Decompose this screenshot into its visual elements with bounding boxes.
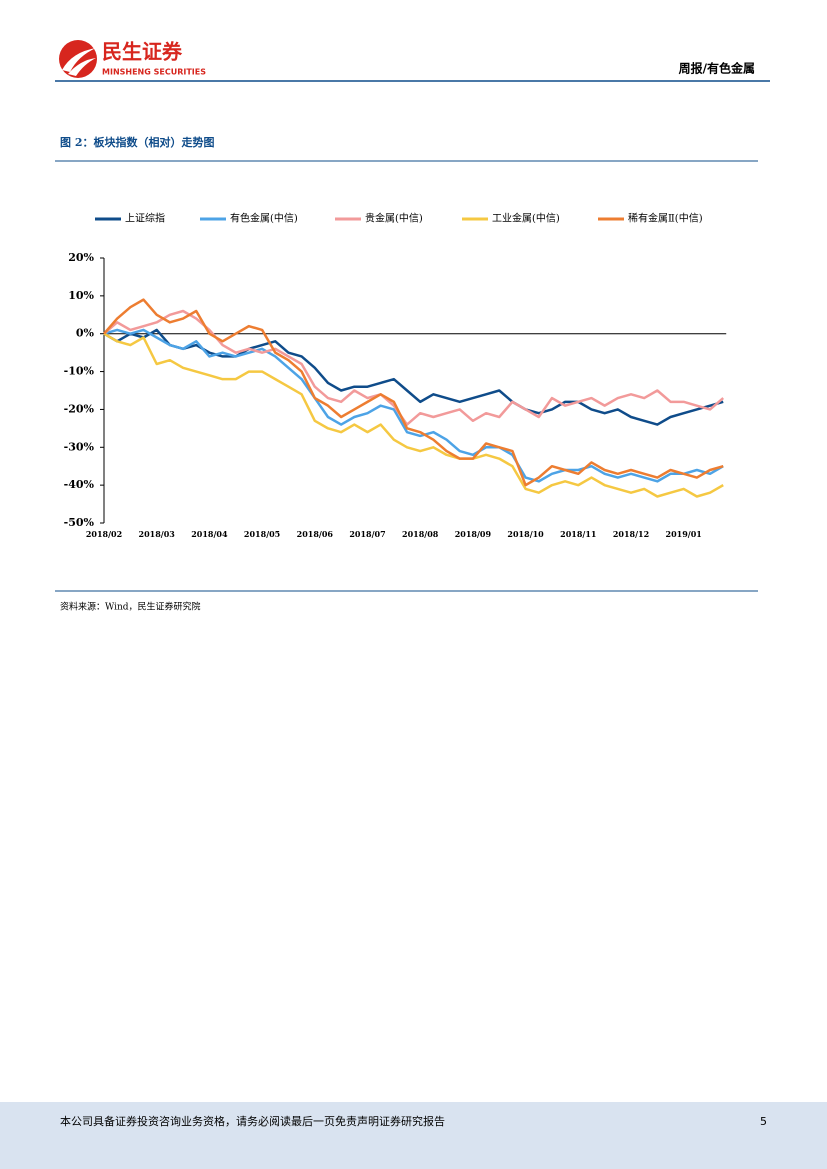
- legend-label: 贵金属(中信): [365, 212, 423, 225]
- series-line: [103, 328, 724, 483]
- y-tick-label: 20%: [68, 251, 94, 264]
- y-tick-label: -40%: [64, 478, 95, 491]
- x-tick-label: 2018/02: [86, 529, 122, 539]
- y-tick-label: 0%: [76, 327, 95, 340]
- logo-swoosh: [68, 58, 96, 76]
- brand: 民生证券: [102, 40, 183, 64]
- report-type: 周报/有色金属: [679, 61, 755, 76]
- chart: 20% 10% 0% -10% -20% -30% -40% -50%2018/02 2018/…: [64, 212, 727, 539]
- series-line: [103, 332, 724, 498]
- y-tick-label: -50%: [64, 516, 95, 529]
- source: 资料来源：Wind，民生证券研究院: [60, 601, 201, 613]
- legend-label: 上证综指: [125, 212, 165, 225]
- page-number: 5: [760, 1115, 767, 1128]
- brand-en: MINSHENG SECURITIES: [102, 68, 206, 77]
- y-tick-label: -20%: [64, 402, 95, 415]
- footer-band: [0, 1102, 827, 1169]
- legend-label: 工业金属(中信): [492, 212, 560, 225]
- legend-label: 稀有金属Ⅱ(中信): [628, 212, 703, 225]
- y-tick-label: -30%: [64, 440, 95, 453]
- x-tick-label: 2018/05: [244, 529, 280, 539]
- legend-label: 有色金属(中信): [230, 212, 298, 225]
- logo: [59, 40, 97, 78]
- figure-title: 图 2：板块指数（相对）走势图: [60, 135, 214, 149]
- y-tick-label: 10%: [68, 289, 94, 302]
- x-tick-label: 2019/01: [666, 529, 702, 539]
- x-tick-label: 2018/04: [191, 529, 228, 539]
- logo-swoosh: [62, 48, 96, 72]
- x-tick-label: 2018/09: [455, 529, 492, 539]
- x-tick-label: 2018/08: [402, 529, 439, 539]
- x-tick-label: 2018/07: [349, 529, 385, 539]
- disclaimer: 本公司具备证券投资咨询业务资格，请务必阅读最后一页免责声明证券研究报告: [60, 1114, 445, 1128]
- series-line: [103, 328, 724, 426]
- x-tick-label: 2018/10: [507, 529, 544, 539]
- y-tick-label: -10%: [64, 365, 95, 378]
- x-tick-label: 2018/06: [297, 529, 334, 539]
- x-tick-label: 2018/11: [560, 529, 596, 539]
- x-tick-label: 2018/03: [139, 529, 176, 539]
- series-line: [103, 298, 724, 487]
- x-tick-label: 2018/12: [613, 529, 649, 539]
